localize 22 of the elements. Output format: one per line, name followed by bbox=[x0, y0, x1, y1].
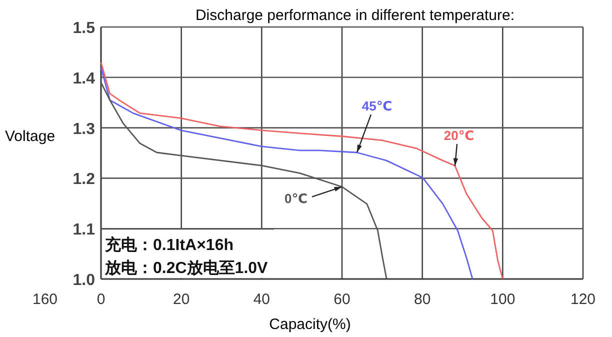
series-label: 0℃ bbox=[284, 190, 308, 206]
y-tick-label: 1.0 bbox=[72, 272, 96, 289]
text: 45℃ bbox=[362, 98, 392, 114]
y-tick-label: 1.4 bbox=[72, 70, 96, 88]
y-tick-label: 1.5 bbox=[72, 20, 96, 37]
annotation: 放电：0.2C放电至1.0V bbox=[104, 259, 268, 277]
y-tick-label: 1.2 bbox=[72, 171, 96, 188]
x-tick-label: 0 bbox=[96, 291, 106, 308]
x-axis-title: Capacity(%) bbox=[269, 316, 351, 333]
annotation: 充电：0.1ItA×16h bbox=[104, 236, 234, 254]
x-tick-label: 40 bbox=[253, 291, 270, 308]
y-axis-title: Voltage bbox=[5, 128, 56, 145]
chart-title: Discharge performance in different temperature: bbox=[195, 7, 515, 24]
x-tick-label: 100 bbox=[490, 291, 516, 308]
y-tick-label: 1.1 bbox=[72, 222, 96, 239]
x-tick-label: 20 bbox=[172, 291, 190, 308]
series-label: 20℃ bbox=[444, 128, 474, 143]
text: 160 bbox=[32, 291, 58, 308]
y-tick-label: 1.3 bbox=[72, 120, 96, 138]
x-tick-label: 60 bbox=[334, 291, 350, 308]
x-tick-label: 120 bbox=[570, 291, 596, 308]
x-tick-label: 80 bbox=[414, 291, 431, 308]
